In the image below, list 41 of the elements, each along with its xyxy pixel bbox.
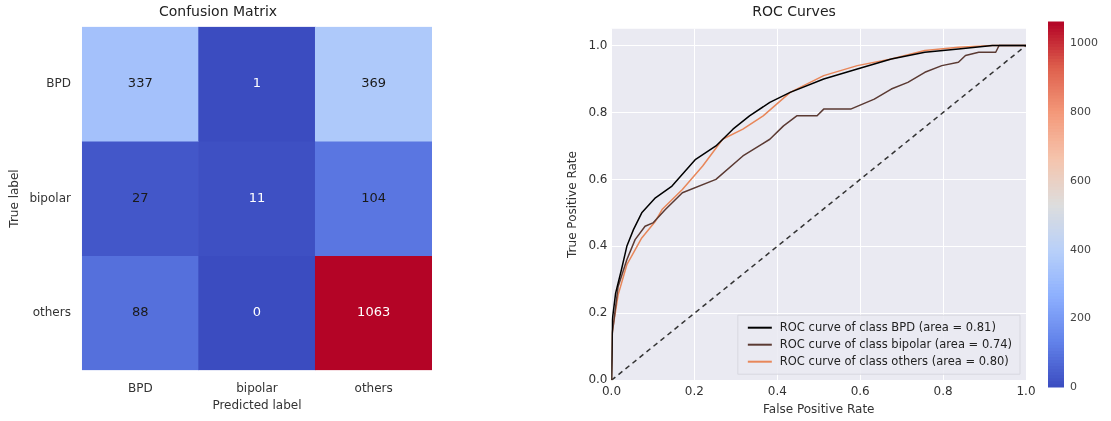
x-tick-label: 0.4 xyxy=(767,383,787,398)
data-label: 1 xyxy=(252,75,262,91)
x-axis-title: Predicted label xyxy=(212,397,302,412)
color-bar-label: 800 xyxy=(1070,105,1091,119)
data-label: 337 xyxy=(127,75,153,91)
y-tick-label: 0.6 xyxy=(588,171,608,186)
color-bar-label: 400 xyxy=(1070,242,1091,256)
color-bar-label: 0 xyxy=(1070,379,1077,393)
color-bar-label: 1000 xyxy=(1070,36,1098,50)
y-tick-label: BPD xyxy=(46,76,71,91)
y-axis-title: True label xyxy=(7,169,22,229)
x-tick-label: 1.0 xyxy=(1016,383,1036,398)
legend-label: ROC curve of class bipolar (area = 0.74) xyxy=(779,336,1013,351)
legend-label: ROC curve of class others (area = 0.80) xyxy=(779,353,1009,368)
y-axis-title: True Positive Rate xyxy=(565,151,580,259)
data-label: 88 xyxy=(132,304,149,320)
data-label: 11 xyxy=(248,189,266,205)
x-tick-label: others xyxy=(354,380,393,395)
legend-label: ROC curve of class BPD (area = 0.81) xyxy=(779,319,996,334)
data-label: 1063 xyxy=(357,304,391,320)
x-axis-title: False Positive Rate xyxy=(762,401,875,416)
x-tick-label: bipolar xyxy=(236,380,278,395)
y-tick-label: 1.0 xyxy=(588,37,608,52)
chart-title: ROC Curves xyxy=(752,3,836,20)
color-bar-label: 200 xyxy=(1070,311,1091,325)
x-tick-label: BPD xyxy=(127,380,153,395)
chart-title: Confusion Matrix xyxy=(158,3,278,20)
y-tick-label: others xyxy=(32,305,71,320)
data-label: 104 xyxy=(361,189,387,205)
y-tick-label: bipolar xyxy=(29,190,71,205)
x-tick-label: 0.0 xyxy=(601,383,622,398)
x-tick-label: 0.6 xyxy=(850,383,870,398)
y-tick-label: 0.2 xyxy=(588,305,608,320)
y-tick-label: 0.4 xyxy=(588,238,608,253)
x-tick-label: 0.8 xyxy=(933,383,953,398)
color-bar-label: 600 xyxy=(1070,173,1091,187)
y-tick-label: 0.8 xyxy=(588,104,608,119)
data-label: 27 xyxy=(132,189,149,205)
data-label: 0 xyxy=(252,304,262,320)
x-tick-label: 0.2 xyxy=(684,383,704,398)
data-label: 369 xyxy=(361,75,387,91)
